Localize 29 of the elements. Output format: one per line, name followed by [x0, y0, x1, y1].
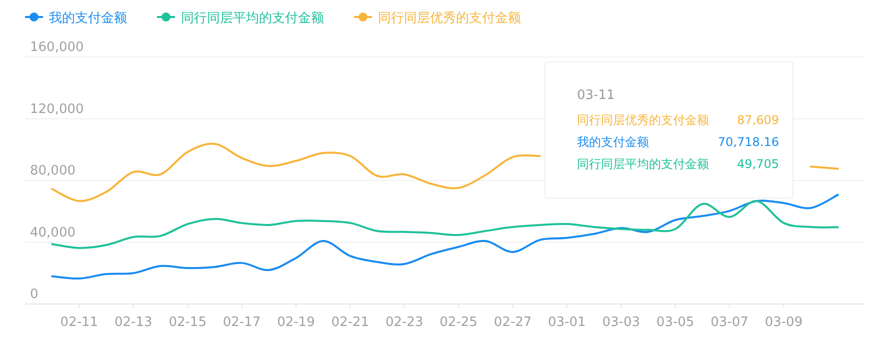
x-tick-label: 02-25 [440, 315, 478, 330]
x-tick-label: 03-05 [656, 315, 694, 330]
annotation: 03-11 [577, 88, 615, 103]
annotation: 87,609 [737, 113, 779, 127]
x-tick-label: 02-19 [277, 315, 315, 330]
x-tick-label: 02-23 [385, 315, 424, 330]
y-tick-label: 160,000 [30, 40, 84, 55]
x-tick-label: 03-09 [764, 315, 803, 330]
x-tick-label: 03-03 [602, 315, 640, 330]
legend-label: 我的支付金额 [49, 11, 127, 26]
y-tick-label: 80,000 [30, 164, 76, 178]
x-tick-label: 03-07 [710, 315, 748, 330]
annotation: 49,705 [737, 157, 779, 171]
x-tick-label: 02-17 [222, 315, 261, 330]
annotation: 70,718.16 [718, 135, 779, 149]
x-tick-label: 03-01 [548, 315, 586, 330]
x-tick-label: 02-21 [331, 315, 370, 330]
x-tick-label: 02-15 [168, 315, 206, 330]
y-tick-label: 0 [30, 287, 38, 302]
x-tick-label: 02-11 [60, 315, 98, 330]
x-tick-label: 02-27 [494, 315, 532, 330]
legend-label: 同行同层平均的支付金额 [181, 11, 324, 26]
legend-label: 同行同层优秀的支付金额 [378, 11, 521, 26]
text: 同行同层平均的支付金额 [577, 157, 709, 171]
y-tick-label: 120,000 [30, 102, 84, 117]
text: 我的支付金额 [577, 135, 649, 149]
y-tick-label: 40,000 [30, 225, 76, 240]
x-tick-label: 02-13 [114, 315, 152, 330]
text: 同行同层优秀的支付金额 [577, 113, 709, 127]
